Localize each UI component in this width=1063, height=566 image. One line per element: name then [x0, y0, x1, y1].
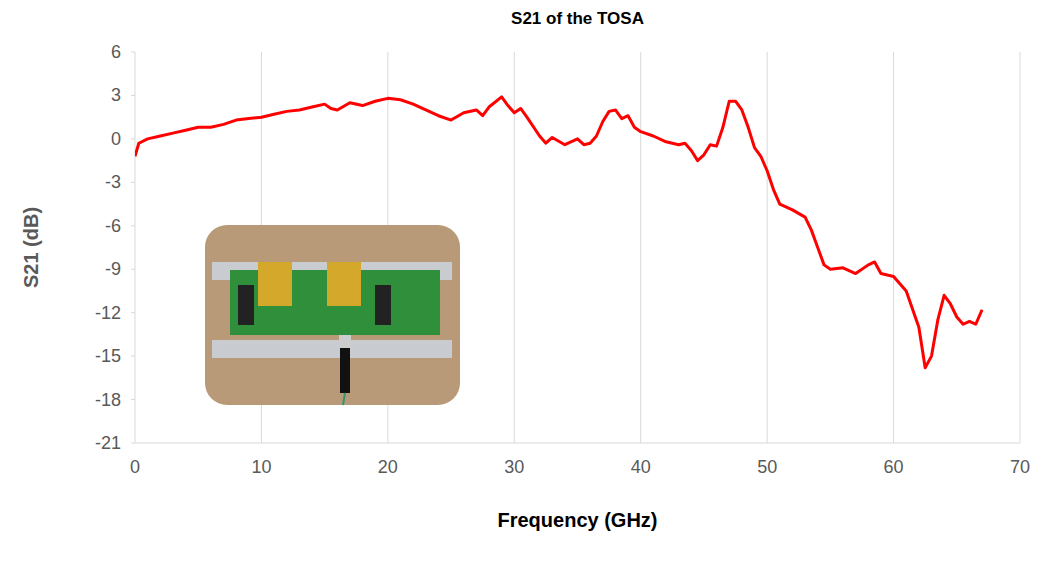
y-tick: [131, 138, 135, 139]
x-tick-label: 30: [504, 457, 524, 477]
x-tick-label: 70: [1010, 457, 1030, 477]
y-tick-label: 0: [111, 129, 121, 149]
grid-line: [1020, 52, 1021, 443]
y-tick-label: -15: [95, 346, 121, 366]
x-tick-label: 10: [251, 457, 271, 477]
y-tick: [131, 399, 135, 400]
x-tick-label: 20: [378, 457, 398, 477]
y-tick: [131, 356, 135, 357]
series-group: [135, 97, 982, 368]
y-axis-title: S21 (dB): [20, 207, 42, 288]
y-tick-label: -6: [105, 216, 121, 236]
x-tick-label: 60: [884, 457, 904, 477]
y-tick: [131, 225, 135, 226]
y-tick: [131, 312, 135, 313]
y-tick-label: -12: [95, 303, 121, 323]
y-tick-label: 3: [111, 85, 121, 105]
s21-line: [135, 97, 982, 368]
y-tick-label: 6: [111, 42, 121, 62]
y-tick: [131, 95, 135, 96]
grid-line: [767, 52, 768, 443]
grid-line: [135, 52, 136, 443]
inset-photo: [205, 225, 460, 405]
y-tick: [131, 52, 135, 53]
y-tick-label: -21: [95, 433, 121, 453]
y-tick-label: -3: [105, 172, 121, 192]
y-tick-label: -9: [105, 259, 121, 279]
grid-line: [893, 52, 894, 443]
y-tick: [131, 182, 135, 183]
y-tick: [131, 443, 135, 444]
x-axis-line: [135, 443, 1020, 444]
grid-line: [640, 52, 641, 443]
x-tick-label: 50: [757, 457, 777, 477]
y-tick: [131, 269, 135, 270]
x-tick-label: 0: [130, 457, 140, 477]
x-axis-title: Frequency (GHz): [497, 509, 657, 531]
y-tick-label: -18: [95, 390, 121, 410]
title: S21 of the TOSA: [511, 9, 644, 28]
x-tick-label: 40: [631, 457, 651, 477]
chart: S21 of the TOSA010203040506070-21-18-15-…: [0, 0, 1063, 566]
